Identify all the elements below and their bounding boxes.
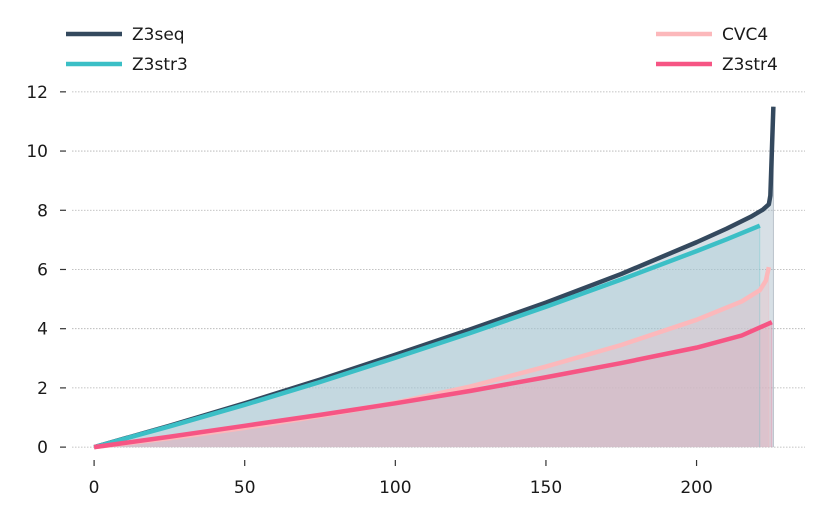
- y-tick-label: 4: [37, 320, 48, 340]
- legend: Z3seq Z3str3 CVC4 Z3str4: [66, 25, 778, 75]
- series-lines: [93, 106, 776, 450]
- x-tick-label: 100: [379, 478, 411, 498]
- area-z3str3: [94, 225, 760, 448]
- y-tick-label: 2: [37, 379, 48, 399]
- y-tick-label: 12: [26, 83, 48, 103]
- line-z3str3: [93, 223, 761, 450]
- area-z3str4: [94, 322, 772, 448]
- x-tick-label: 150: [530, 478, 562, 498]
- x-tick-label: 200: [680, 478, 712, 498]
- y-tick-label: 0: [37, 438, 48, 458]
- grid-lines: [72, 91, 805, 448]
- x-axis: 0 50 100 150 200: [89, 460, 713, 498]
- legend-label: CVC4: [722, 25, 768, 45]
- legend-label: Z3seq: [132, 25, 185, 45]
- y-tick-label: 6: [37, 260, 48, 280]
- legend-label: Z3str3: [132, 55, 188, 75]
- area-z3seq: [94, 106, 774, 448]
- legend-label: Z3str4: [722, 55, 778, 75]
- x-tick-label: 50: [234, 478, 256, 498]
- area-cvc4: [94, 267, 769, 448]
- line-z3str4: [93, 320, 773, 450]
- x-tick-label: 0: [89, 478, 100, 498]
- y-tick-label: 10: [26, 142, 48, 162]
- series-areas: [94, 106, 774, 448]
- y-axis: 0 2 4 6 8 10 12: [26, 83, 66, 458]
- y-tick-label: 8: [37, 201, 48, 221]
